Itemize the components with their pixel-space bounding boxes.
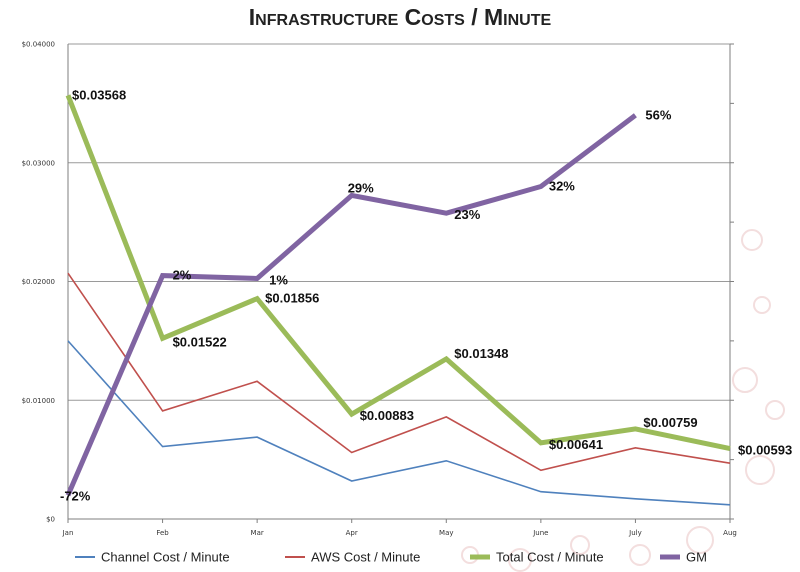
total-cost-data-label: $0.01348	[454, 346, 508, 361]
x-tick-label: Feb	[156, 529, 169, 537]
gm-data-label: -72%	[60, 488, 91, 503]
y-tick-label: $0.04000	[22, 41, 55, 49]
y-tick-label: $0	[46, 516, 55, 524]
legend-label: AWS Cost / Minute	[311, 550, 420, 565]
gm-data-label: 1%	[269, 273, 288, 288]
x-tick-label: Jan	[62, 529, 74, 537]
x-tick-label: June	[532, 529, 548, 537]
y-tick-label: $0.03000	[22, 159, 55, 167]
series-lines	[65, 94, 731, 506]
series-line-channel-cost-minute	[67, 340, 731, 506]
data-labels: $0.03568 $0.01522 $0.01856 $0.00883 $0.01348…	[60, 87, 792, 503]
series-line-gm	[65, 113, 637, 497]
gm-data-label: 29%	[348, 180, 374, 195]
gm-data-label: 2%	[173, 268, 192, 283]
total-cost-data-label: $0.03568	[72, 87, 126, 102]
series-line-total-cost-minute	[65, 94, 731, 452]
gm-data-label: 56%	[645, 107, 671, 122]
legend-label: GM	[686, 550, 707, 565]
total-cost-data-label: $0.00593	[738, 443, 792, 458]
y-tick-label: $0.02000	[22, 278, 55, 286]
gm-data-label: 32%	[549, 179, 575, 194]
total-cost-data-label: $0.00759	[643, 415, 697, 430]
axes	[67, 43, 734, 520]
total-cost-data-label: $0.00883	[360, 408, 414, 423]
y-axis-ticks: $0 $0.01000 $0.02000 $0.03000 $0.04000	[22, 41, 55, 524]
x-tick-label: Apr	[346, 529, 358, 537]
total-cost-data-label: $0.01856	[265, 291, 319, 306]
gm-data-label: 23%	[454, 207, 480, 222]
series-line-aws-cost-minute	[67, 272, 731, 472]
total-cost-data-label: $0.00641	[549, 437, 603, 452]
legend-label: Channel Cost / Minute	[101, 550, 230, 565]
x-tick-label: July	[628, 529, 642, 537]
x-tick-label: Aug	[723, 529, 737, 537]
y-tick-label: $0.01000	[22, 397, 55, 405]
total-cost-data-label: $0.01522	[173, 334, 227, 349]
legend-label: Total Cost / Minute	[496, 550, 604, 565]
x-tick-label: May	[439, 529, 453, 537]
chart-title: Infrastructure Costs / Minute	[249, 4, 552, 30]
x-axis-ticks: Jan Feb Mar Apr May June July Aug	[62, 519, 737, 537]
x-tick-label: Mar	[251, 529, 264, 537]
legend: Channel Cost / Minute AWS Cost / Minute To…	[75, 550, 707, 565]
gridlines	[68, 43, 730, 401]
